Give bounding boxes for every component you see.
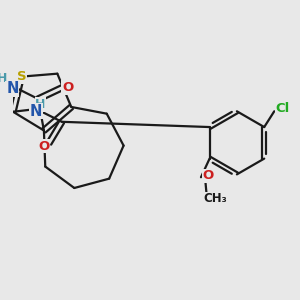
Text: O: O [202,169,214,182]
Text: O: O [62,81,73,94]
Text: H: H [0,72,8,86]
Text: S: S [16,70,26,83]
Text: O: O [38,140,50,153]
Text: N: N [30,104,42,119]
Text: N: N [6,81,19,96]
Text: CH₃: CH₃ [203,192,227,205]
Text: Cl: Cl [276,102,290,115]
Text: H: H [35,98,46,111]
